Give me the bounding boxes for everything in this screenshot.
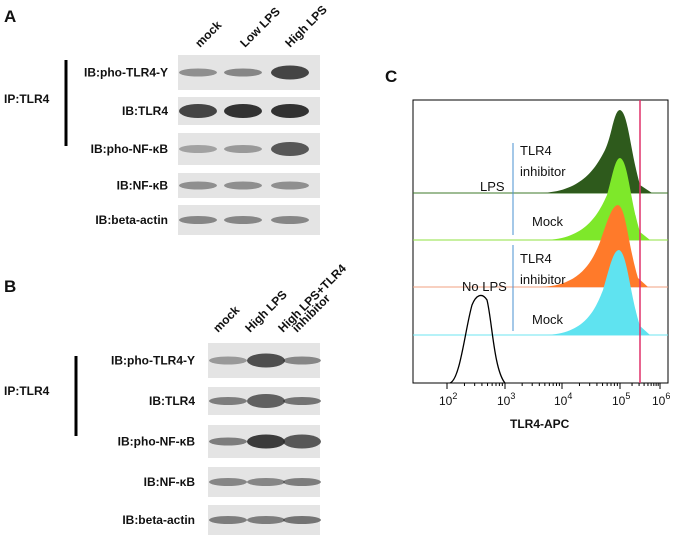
blot: [178, 173, 320, 198]
band: [224, 181, 262, 190]
band: [224, 216, 262, 224]
tick-base: 10: [439, 394, 453, 408]
annotation: inhibitor: [520, 272, 566, 287]
row-label: IB:beta-actin: [95, 213, 168, 227]
band: [179, 216, 217, 224]
ip-label: IP:TLR4: [4, 384, 50, 398]
band: [247, 434, 285, 449]
band: [209, 478, 247, 486]
annotation: inhibitor: [520, 164, 566, 179]
band: [179, 104, 217, 118]
row-label: IB:pho-TLR4-Y: [84, 66, 168, 80]
tick-base: 10: [554, 394, 568, 408]
tick-label: 104: [554, 391, 572, 408]
annotation: TLR4: [520, 251, 552, 266]
row-label: IB:pho-NF-κB: [91, 142, 169, 156]
panel-label: A: [4, 7, 16, 26]
tick-exp: 4: [567, 391, 572, 401]
band: [271, 65, 309, 80]
tick-base: 10: [497, 394, 511, 408]
tick-label: 102: [439, 391, 457, 408]
tick-label: 105: [612, 391, 630, 408]
band: [271, 142, 309, 156]
row-label: IB:NF-κB: [144, 475, 196, 489]
band: [224, 104, 262, 118]
annotation: No LPS: [462, 279, 507, 294]
panel-label: C: [385, 67, 397, 86]
tick-exp: 3: [510, 391, 515, 401]
panel-label: B: [4, 277, 16, 296]
annotation: Mock: [532, 214, 564, 229]
band: [224, 145, 262, 153]
tick-exp: 6: [665, 391, 670, 401]
band: [247, 353, 285, 368]
column-label: Low LPS: [237, 4, 283, 50]
row-label: IB:TLR4: [122, 104, 168, 118]
row-label: IB:beta-actin: [122, 513, 195, 527]
band: [209, 437, 247, 446]
tick-exp: 5: [625, 391, 630, 401]
band: [209, 397, 247, 405]
band: [283, 478, 321, 486]
band: [179, 181, 217, 190]
column-label: mock: [192, 18, 224, 50]
annotation: LPS: [480, 179, 505, 194]
tick-base: 10: [652, 394, 666, 408]
annotation: Mock: [532, 312, 564, 327]
column-label: High LPS: [282, 3, 330, 51]
band: [247, 516, 285, 524]
band: [179, 145, 217, 153]
tick-base: 10: [612, 394, 626, 408]
band: [271, 181, 309, 190]
band: [271, 104, 309, 118]
column-label: mock: [210, 303, 242, 335]
band: [283, 516, 321, 524]
row-label: IB:NF-κB: [117, 179, 169, 193]
row-label: IB:pho-NF-κB: [118, 435, 196, 449]
band: [224, 68, 262, 77]
row-label: IB:TLR4: [149, 394, 195, 408]
histogram: [545, 250, 650, 335]
histogram: [449, 294, 506, 384]
tick-label: 106: [652, 391, 670, 408]
band: [247, 394, 285, 408]
plot-frame: [412, 99, 669, 384]
axis-title: TLR4-APC: [510, 417, 570, 431]
tick-label: 103: [497, 391, 515, 408]
band: [283, 397, 321, 405]
tick-exp: 2: [452, 391, 457, 401]
band: [271, 216, 309, 224]
band: [209, 356, 247, 365]
band: [283, 434, 321, 449]
annotation: TLR4: [520, 143, 552, 158]
band: [247, 478, 285, 486]
row-label: IB:pho-TLR4-Y: [111, 354, 195, 368]
band: [179, 68, 217, 77]
ip-label: IP:TLR4: [4, 92, 50, 106]
band: [209, 516, 247, 524]
band: [283, 356, 321, 365]
histogram: [540, 110, 652, 193]
